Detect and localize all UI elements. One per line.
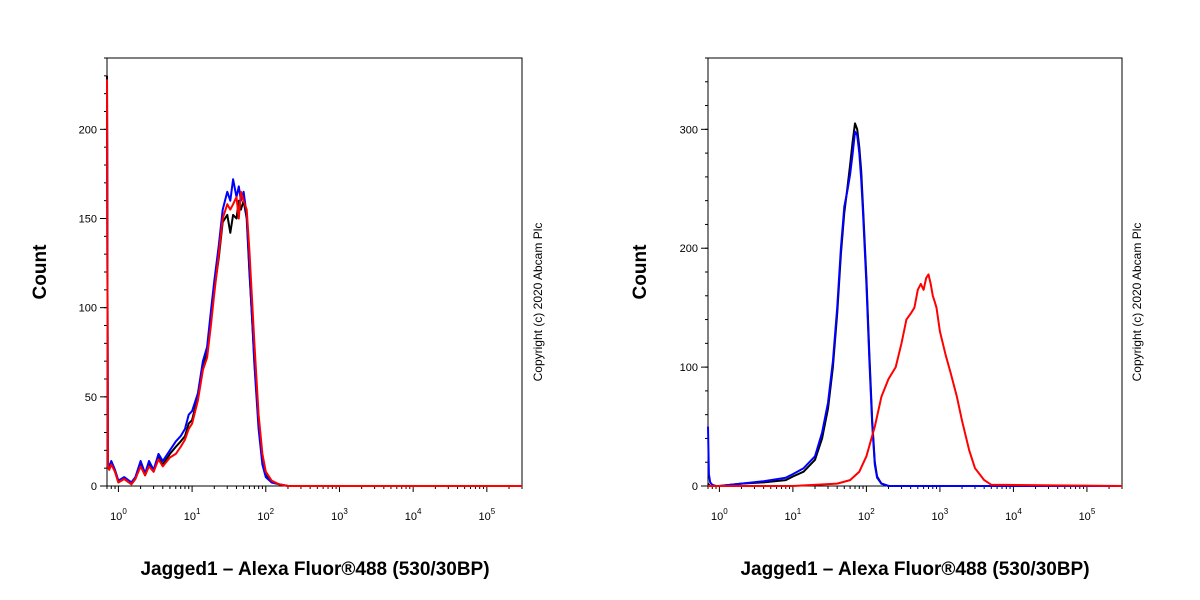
x-tick-label: 103 bbox=[932, 507, 949, 523]
series-line-1 bbox=[106, 84, 522, 487]
y-tick-label: 50 bbox=[85, 392, 97, 404]
y-tick-label: 0 bbox=[692, 481, 698, 493]
series-line-0 bbox=[106, 75, 522, 487]
x-tick-label: 101 bbox=[184, 507, 201, 523]
x-axis-label: Jagged1 – Alexa Fluor®488 (530/30BP) bbox=[140, 559, 489, 580]
y-tick-label: 200 bbox=[680, 243, 698, 255]
x-axis-label: Jagged1 – Alexa Fluor®488 (530/30BP) bbox=[740, 559, 1089, 580]
x-tick-label: 102 bbox=[858, 507, 875, 523]
y-tick-label: 0 bbox=[91, 481, 97, 493]
y-tick-label: 300 bbox=[680, 124, 698, 136]
x-tick-label: 105 bbox=[1079, 507, 1096, 523]
x-tick-label: 105 bbox=[478, 507, 495, 523]
x-tick-label: 104 bbox=[405, 507, 422, 523]
y-tick-label: 150 bbox=[79, 214, 97, 226]
series-line-2 bbox=[106, 79, 522, 487]
y-tick-label: 100 bbox=[680, 362, 698, 374]
left-histogram-panel: 100 101 102 103 104 105 0 50 100 150 200 Count Jagge… bbox=[30, 57, 545, 580]
y-axis-label: Count bbox=[630, 244, 651, 300]
copyright-text: Copyright (c) 2020 Abcam Plc bbox=[1130, 223, 1144, 382]
x-tick-label: 100 bbox=[110, 507, 127, 523]
y-axis-label: Count bbox=[30, 244, 51, 300]
x-tick-label: 101 bbox=[785, 507, 802, 523]
y-tick-label: 200 bbox=[79, 124, 97, 136]
y-tick-label: 100 bbox=[79, 303, 97, 315]
plot-frame bbox=[106, 57, 523, 487]
x-tick-label: 102 bbox=[257, 507, 274, 523]
series-line-2 bbox=[708, 273, 1123, 487]
x-tick-label: 100 bbox=[711, 507, 728, 523]
copyright-text: Copyright (c) 2020 Abcam Plc bbox=[531, 223, 545, 382]
x-tick-label: 103 bbox=[331, 507, 348, 523]
right-histogram-panel: 100 101 102 103 104 105 0 100 200 300 Count Jagged1… bbox=[630, 57, 1144, 580]
plot-frame bbox=[707, 57, 1123, 487]
x-tick-label: 104 bbox=[1005, 507, 1022, 523]
series-line-1 bbox=[707, 130, 1122, 487]
